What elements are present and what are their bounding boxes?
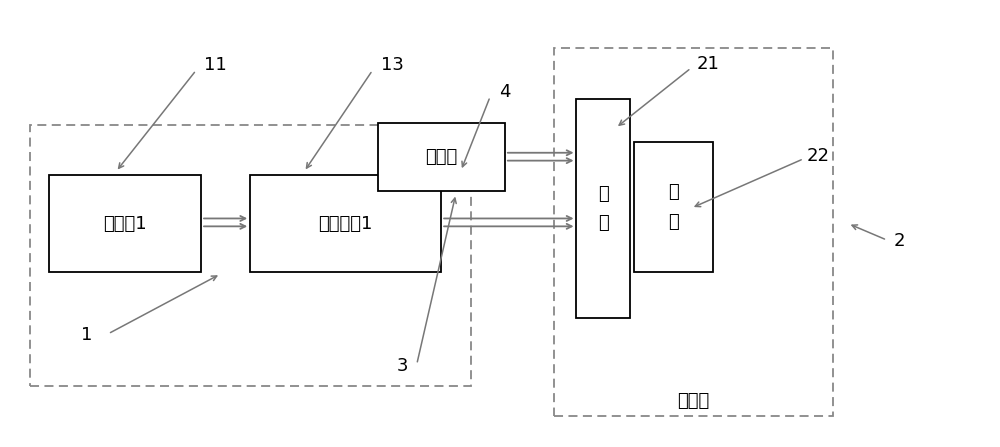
Bar bbox=[554, 48, 833, 416]
Text: 1: 1 bbox=[81, 326, 92, 344]
Text: 4: 4 bbox=[499, 83, 511, 101]
Bar bbox=[250, 175, 441, 272]
Text: 靶
基: 靶 基 bbox=[668, 183, 679, 231]
Text: 13: 13 bbox=[381, 56, 404, 74]
Bar bbox=[378, 123, 505, 191]
Text: 氚射源: 氚射源 bbox=[425, 148, 457, 166]
Text: 加速结构1: 加速结构1 bbox=[318, 215, 373, 232]
Text: 2: 2 bbox=[894, 232, 906, 250]
Bar bbox=[30, 125, 471, 386]
Text: 靶系统: 靶系统 bbox=[677, 392, 709, 409]
Bar bbox=[634, 143, 713, 272]
Text: 11: 11 bbox=[204, 56, 227, 74]
Text: 靶
盘: 靶 盘 bbox=[598, 185, 609, 232]
Text: 离子源1: 离子源1 bbox=[103, 215, 147, 232]
Text: 22: 22 bbox=[807, 147, 830, 164]
Bar bbox=[576, 99, 630, 318]
Bar bbox=[49, 175, 201, 272]
Text: 3: 3 bbox=[396, 357, 408, 375]
Text: 21: 21 bbox=[696, 55, 719, 72]
